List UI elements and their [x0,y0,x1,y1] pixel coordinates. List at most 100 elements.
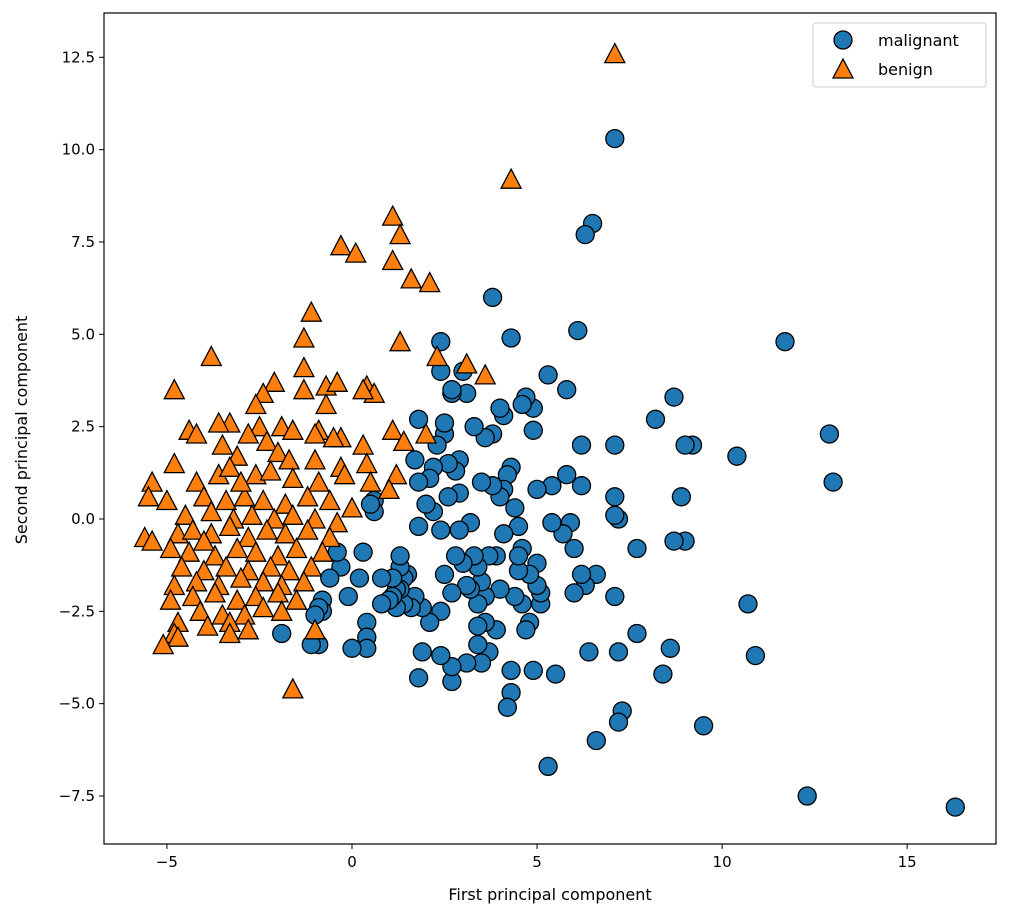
benign-point-86 [181,518,204,540]
malignant-point-45 [545,664,566,684]
y-tick-label-2: −2.5 [59,602,95,620]
y-tick-label-4: 2.5 [71,418,95,436]
malignant-point-99 [464,417,484,437]
benign-point-119 [226,588,249,610]
x-tick-label-2: 5 [532,853,542,871]
malignant-point-85 [482,287,503,308]
benign-point-103 [192,559,215,581]
malignant-point-39 [564,583,584,603]
benign-point-104 [215,555,238,577]
benign-point-73 [318,489,341,511]
benign-point-69 [233,485,256,507]
malignant-point-25 [605,586,625,607]
malignant-point-17 [645,409,666,429]
x-tick-label-1: 0 [347,853,357,871]
benign-point-70 [252,489,275,511]
malignant-point-56 [523,420,543,440]
malignant-point-4 [775,332,795,352]
benign-point-47 [266,441,290,463]
benign-point-63 [359,470,382,492]
benign-point-76 [200,500,223,522]
benign-point-131 [237,618,260,640]
benign-point-138 [192,529,215,551]
benign-point-59 [259,459,282,481]
series-malignant [272,128,965,817]
malignant-point-114 [442,380,462,400]
benign-point-41 [352,433,375,455]
benign-point-53 [163,452,186,474]
benign-point-102 [170,555,193,577]
benign-point-54 [141,470,164,492]
benign-point-92 [296,518,319,540]
malignant-point-110 [449,520,469,540]
malignant-point-139 [408,472,429,492]
benign-point-112 [229,566,252,588]
y-axis-ticks: −7.5 −5.0 −2.5 0.0 2.5 5.0 7.5 10.0 12.5 [59,48,104,805]
benign-point-38 [381,418,404,440]
malignant-point-168 [320,568,340,588]
benign-point-133 [166,625,190,647]
malignant-point-36 [571,476,592,496]
benign-point-26 [244,393,267,415]
malignant-point-18 [627,538,647,559]
benign-point-43 [303,422,327,444]
benign-point-25 [292,378,315,400]
benign-point-14 [455,352,478,374]
malignant-point-15 [660,638,680,658]
benign-point-35 [185,422,208,444]
benign-point-75 [174,503,197,525]
benign-point-9 [300,300,323,322]
benign-point-125 [233,603,256,625]
benign-point-4 [329,234,352,256]
benign-point-45 [211,433,234,455]
benign-point-32 [281,418,304,440]
malignant-point-74 [497,697,518,717]
benign-point-71 [274,492,297,514]
benign-point-30 [248,415,271,437]
benign-point-60 [281,467,304,489]
benign-point-57 [218,455,241,477]
benign-point-64 [377,478,401,500]
benign-point-68 [215,489,238,511]
benign-point-93 [318,526,341,548]
benign-point-24 [252,382,275,404]
malignant-point-77 [494,524,514,544]
benign-point-67 [192,485,215,507]
malignant-point-97 [468,616,488,636]
malignant-point-162 [353,542,373,562]
benign-point-134 [218,622,241,644]
malignant-point-57 [523,660,543,681]
benign-point-101 [311,540,334,562]
malignant-point-42 [557,465,577,485]
benign-point-6 [381,249,404,271]
benign-point-106 [259,555,282,577]
benign-point-90 [255,518,278,540]
malignant-point-135 [412,642,432,662]
benign-point-136 [281,677,304,699]
malignant-point-43 [557,380,577,400]
malignant-point-54 [527,479,547,500]
benign-point-42 [322,426,345,448]
malignant-point-117 [442,583,462,603]
malignant-point-5 [745,645,766,666]
benign-point-110 [185,570,208,592]
malignant-point-148 [390,546,410,566]
benign-point-95 [178,540,201,562]
benign-point-65 [137,485,160,507]
legend: malignant benign [812,22,987,88]
malignant-point-138 [408,409,429,429]
malignant-point-122 [434,413,455,433]
benign-point-74 [340,496,364,518]
benign-point-11 [389,330,412,352]
malignant-point-120 [434,564,455,585]
benign-point-115 [292,570,315,592]
benign-point-78 [240,503,264,525]
benign-point-99 [266,544,290,566]
y-tick-label-6: 7.5 [71,233,95,251]
benign-point-109 [163,574,186,596]
benign-point-127 [270,599,293,621]
malignant-point-154 [371,594,392,614]
benign-point-107 [278,559,301,581]
malignant-point-38 [568,320,588,341]
